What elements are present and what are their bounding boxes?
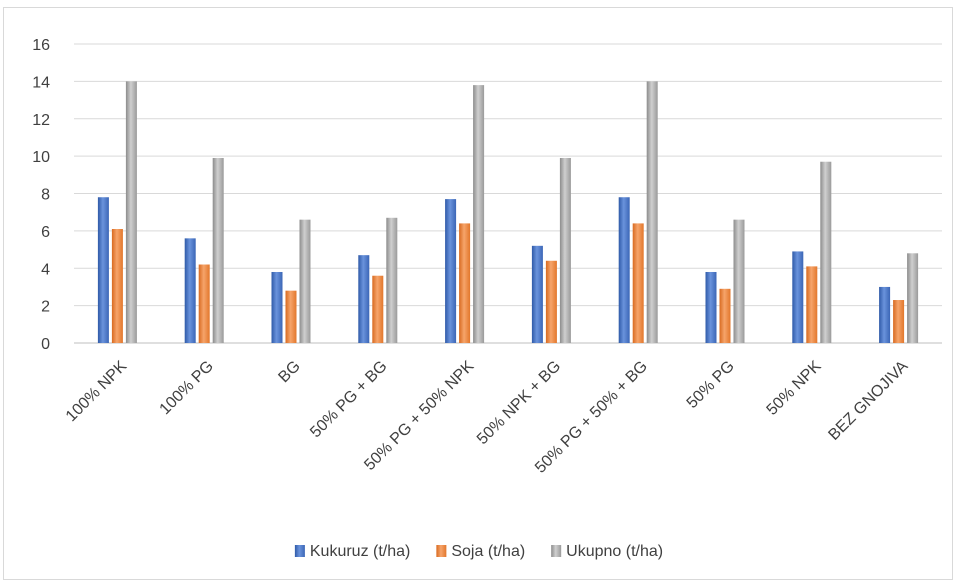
bar-kukuruz [271,271,283,343]
chart-area: 0 2 4 6 8 10 12 14 16 100% NPK 100% PG BG 50% PG + … [3,7,953,580]
bar-ukupno [212,157,224,343]
bar-kukuruz [97,197,109,343]
bar-kukuruz [879,286,891,343]
y-tick-label: 6 [41,224,50,241]
bar-ukupno [386,217,398,343]
bar-ukupno [907,253,919,343]
bar-kukuruz [705,271,717,343]
bar-soja [632,223,644,343]
y-tick-label: 16 [32,37,50,54]
bar-ukupno [646,81,658,343]
bar-soja [198,264,210,343]
x-tick-label: 50% PG [684,358,738,412]
y-tick-label: 12 [32,112,50,129]
bar-ukupno [299,219,311,343]
y-tick-label: 8 [41,187,50,204]
y-axis-ticks: 0 2 4 6 8 10 12 14 16 [32,37,50,353]
legend-label: Kukuruz (t/ha) [310,543,410,560]
legend-swatch [551,545,562,557]
bar-kukuruz [792,251,804,343]
y-tick-label: 10 [32,149,50,166]
bar-soja [545,260,557,343]
y-tick-label: 2 [41,299,50,316]
x-tick-label: 50% NPK [764,358,825,419]
bar-kukuruz [358,255,370,343]
bar-soja [372,275,384,343]
legend-label: Ukupno (t/ha) [566,543,663,560]
bar-chart: 0 2 4 6 8 10 12 14 16 100% NPK 100% PG BG 50% PG + … [32,37,942,560]
bar-soja [893,300,905,343]
bar-kukuruz [184,238,196,343]
x-tick-label: 100% PG [157,358,217,418]
bar-kukuruz [618,197,630,343]
bar-soja [285,290,297,343]
y-tick-label: 4 [41,261,50,278]
bar-ukupno [559,157,571,343]
x-tick-label: 50% PG + BG [307,358,390,441]
y-tick-label: 0 [41,336,50,353]
bar-kukuruz [531,245,543,343]
bar-soja [719,288,731,343]
x-tick-label: BEZ GNOJIVA [825,358,911,444]
bar-kukuruz [445,199,457,343]
bars [97,81,919,344]
bar-ukupno [820,161,832,343]
bar-soja [111,229,123,343]
legend-swatch [294,545,305,557]
legend: Kukuruz (t/ha) Soja (t/ha) Ukupno (t/ha) [294,543,663,560]
bar-soja [459,223,471,343]
legend-swatch [436,545,447,557]
bar-soja [806,266,818,343]
bar-ukupno [473,85,485,344]
legend-label: Soja (t/ha) [451,543,525,560]
x-tick-label: BG [275,358,303,386]
y-tick-label: 14 [32,74,50,91]
bar-ukupno [125,81,137,343]
bar-ukupno [733,219,745,343]
x-tick-label: 50% NPK + BG [474,358,564,448]
x-tick-label: 100% NPK [63,358,131,426]
